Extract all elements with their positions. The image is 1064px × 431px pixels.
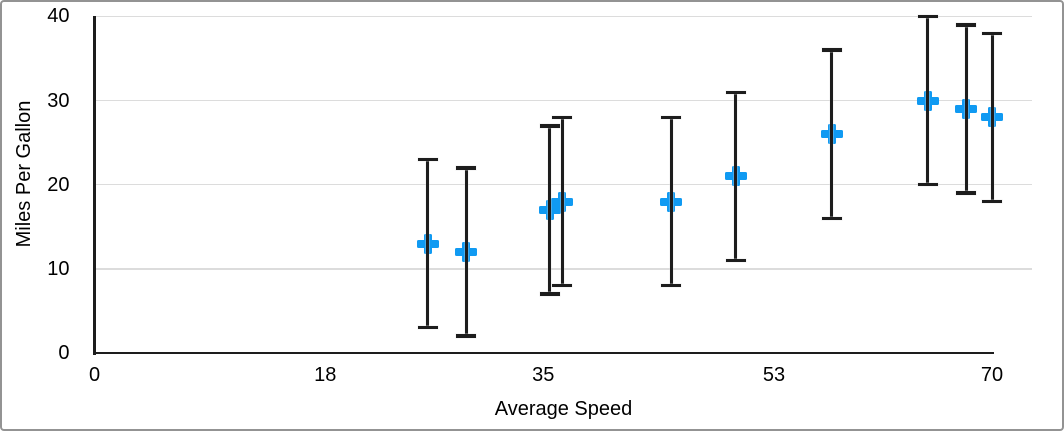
x-tick-label-35: 35 [532, 364, 555, 386]
error-bar-cap-top-3 [552, 115, 573, 120]
error-bar-cap-top-7 [917, 14, 938, 19]
error-bar-line-1 [464, 167, 468, 337]
error-bar-cap-bottom-7 [917, 182, 938, 187]
error-bar-cap-top-2 [539, 124, 560, 128]
error-bar-line-3 [560, 117, 564, 286]
error-bar-cap-bottom-6 [821, 216, 842, 220]
y-tick-label-30: 30 [47, 89, 70, 112]
x-tick-label-18: 18 [314, 364, 337, 386]
error-bar-cap-bottom-0 [417, 325, 438, 330]
error-bar-cap-bottom-8 [956, 191, 977, 195]
error-bar-cap-top-8 [956, 23, 977, 27]
error-bar-cap-bottom-2 [539, 292, 560, 296]
error-bar-line-8 [964, 24, 968, 194]
y-axis-line [93, 15, 96, 356]
x-tick-label-53: 53 [762, 364, 786, 386]
x-axis-line [93, 351, 994, 355]
error-bar-line-6 [830, 50, 834, 219]
gridline-y-40 [94, 15, 1032, 18]
x-axis-title: Average Speed [494, 398, 633, 420]
x-tick-label-70: 70 [980, 364, 1004, 386]
error-bar-cap-top-5 [725, 90, 746, 94]
error-bar-cap-bottom-9 [982, 199, 1002, 204]
error-bar-line-0 [426, 159, 430, 328]
y-axis-title-text: Miles Per Gallon [13, 100, 35, 248]
error-bar-cap-top-1 [456, 166, 477, 170]
error-bar-cap-top-9 [982, 31, 1002, 36]
error-bar-line-9 [990, 33, 994, 202]
error-bar-cap-top-4 [661, 115, 682, 120]
error-bar-line-5 [734, 92, 738, 261]
error-bar-cap-bottom-1 [456, 334, 477, 338]
y-tick-label-10: 10 [47, 257, 70, 280]
error-bar-cap-top-0 [417, 157, 438, 162]
error-bar-line-7 [926, 16, 930, 185]
error-bar-cap-bottom-4 [661, 283, 682, 288]
x-tick-label-0: 0 [88, 364, 101, 386]
y-tick-label-40: 40 [47, 5, 70, 28]
error-bar-cap-bottom-5 [725, 258, 746, 263]
y-tick-label-20: 20 [47, 173, 70, 196]
y-tick-label-0: 0 [58, 342, 70, 364]
error-bar-line-4 [669, 117, 673, 286]
error-bar-line-2 [548, 125, 552, 295]
gridline-y-30 [94, 99, 1032, 102]
error-bar-cap-bottom-3 [552, 283, 573, 288]
error-bar-cap-top-6 [821, 48, 842, 52]
